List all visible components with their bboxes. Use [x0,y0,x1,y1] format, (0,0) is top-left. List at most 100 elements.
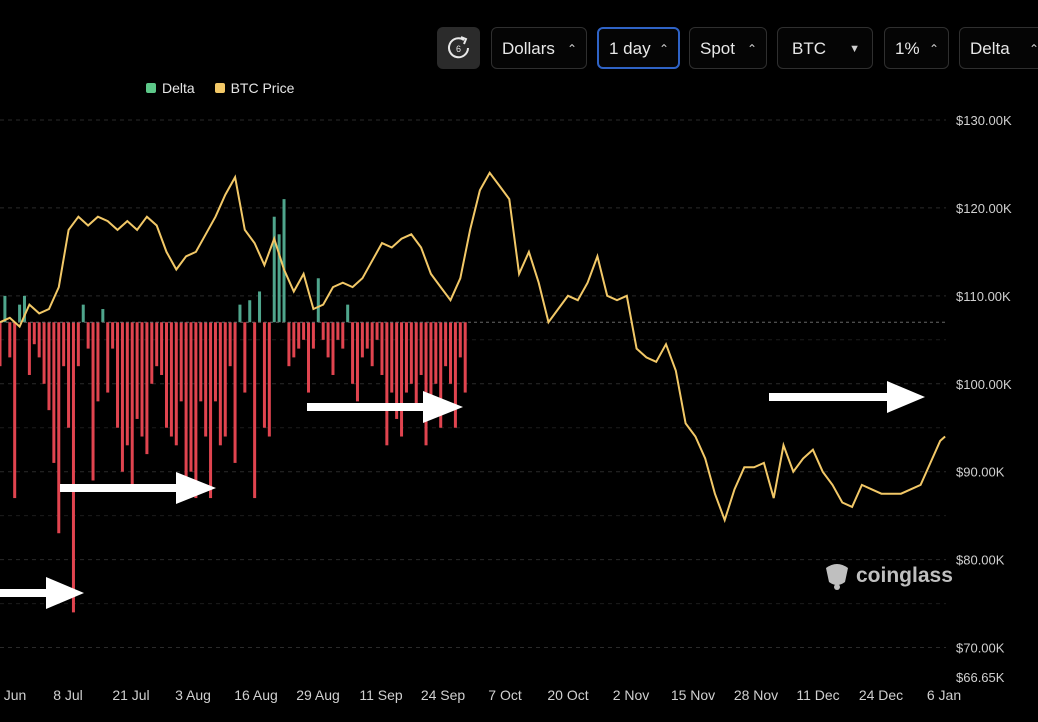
delta-bar [287,322,291,367]
delta-bar [385,322,389,446]
delta-bar [32,322,36,345]
delta-bar [277,234,281,323]
delta-bar [101,309,105,323]
x-tick-label: 20 Oct [547,687,588,703]
delta-bar [434,322,438,384]
delta-bar [0,322,2,367]
y-tick-label: $70.00K [956,641,1005,656]
x-tick-label: 29 Aug [296,687,340,703]
delta-bar [194,322,198,499]
up-down-chevron-icon: ⌃ [658,42,669,56]
x-tick-label: 24 Dec [859,687,903,703]
delta-bar [228,322,232,367]
coinglass-logo-icon [826,564,848,590]
x-tick-label: 11 Dec [796,687,839,703]
delta-bar [365,322,369,349]
asset-dropdown-label: BTC [792,39,826,58]
delta-bar [135,322,139,419]
caret-down-icon: ▼ [849,43,860,55]
delta-bar [243,322,247,393]
currency-select[interactable]: Dollars ⌃ [491,27,587,69]
delta-bar [351,322,355,384]
y-axis-labels: $130.00K $120.00K $110.00K $100.00K $90.00K $… [956,113,1012,685]
delta-bar [336,322,340,340]
x-tick-label: 7 Oct [488,687,522,703]
delta-bar [395,322,399,419]
delta-bar [42,322,46,384]
delta-bar [253,322,257,499]
delta-bar [18,304,22,323]
delta-bar [316,278,320,323]
metric-select-label: Delta [970,39,1010,58]
delta-bar [37,322,41,358]
interval-select[interactable]: 1 day ⌃ [597,27,680,69]
delta-bar [453,322,457,428]
delta-bar [204,322,208,437]
market-select[interactable]: Spot ⌃ [689,27,767,69]
delta-bar [150,322,154,384]
legend-item-btc-price[interactable]: BTC Price [214,80,294,96]
delta-bar [27,322,31,375]
delta-bar [57,322,61,534]
delta-bar [248,300,252,323]
range-select-label: 1% [895,39,920,58]
range-select[interactable]: 1% ⌃ [884,27,949,69]
x-tick-label: 28 Nov [734,687,778,703]
annotation-arrow-3 [307,391,463,423]
delta-bar [96,322,100,402]
refresh-button[interactable]: 6 [437,27,480,69]
x-tick-label: Jun [4,687,27,703]
delta-bar [140,322,144,437]
legend-swatch-delta [146,83,156,93]
delta-bar [297,322,301,349]
delta-bar [419,322,423,375]
delta-bar [272,216,276,323]
x-tick-label: 24 Sep [421,687,466,703]
delta-bar [160,322,164,375]
delta-bar [238,304,242,323]
delta-bar [116,322,120,428]
grid-lines [0,119,946,649]
x-tick-label: 11 Sep [359,687,403,703]
delta-bar [62,322,66,367]
delta-bar [311,322,315,349]
interval-select-label: 1 day [609,39,651,58]
y-tick-label: $80.00K [956,553,1005,568]
up-down-chevron-icon: ⌃ [928,42,939,56]
delta-bar [130,322,134,490]
delta-bar [292,322,296,358]
delta-bar [390,322,394,393]
delta-bar [199,322,203,402]
delta-bar [52,322,56,463]
delta-bar [463,322,467,393]
y-tick-label: $100.00K [956,377,1012,392]
delta-bar [218,322,222,446]
legend-label-delta: Delta [162,80,195,96]
delta-bar [76,322,80,367]
delta-bar [223,322,227,437]
delta-bar [189,322,193,472]
delta-bar [155,322,159,367]
btc-price-line [0,170,946,524]
delta-bar [262,322,266,428]
metric-select[interactable]: Delta ⌃ [959,27,1038,69]
delta-bar [346,304,350,323]
delta-bar [331,322,335,375]
x-tick-label: 2 Nov [613,687,650,703]
y-tick-label: $120.00K [956,201,1012,216]
legend-item-delta[interactable]: Delta [146,80,195,96]
market-select-label: Spot [700,39,735,58]
delta-bar [174,322,178,446]
delta-bar [258,291,262,323]
delta-bar [360,322,364,358]
delta-bars [0,199,467,613]
delta-bar [409,322,413,384]
delta-bar [341,322,345,349]
delta-bar [355,322,359,402]
x-tick-label: 8 Jul [53,687,83,703]
annotation-arrow-1 [0,577,84,609]
delta-bar [125,322,129,446]
delta-bar [213,322,217,402]
asset-dropdown[interactable]: BTC ▼ [777,27,873,69]
y-tick-label: $90.00K [956,465,1005,480]
